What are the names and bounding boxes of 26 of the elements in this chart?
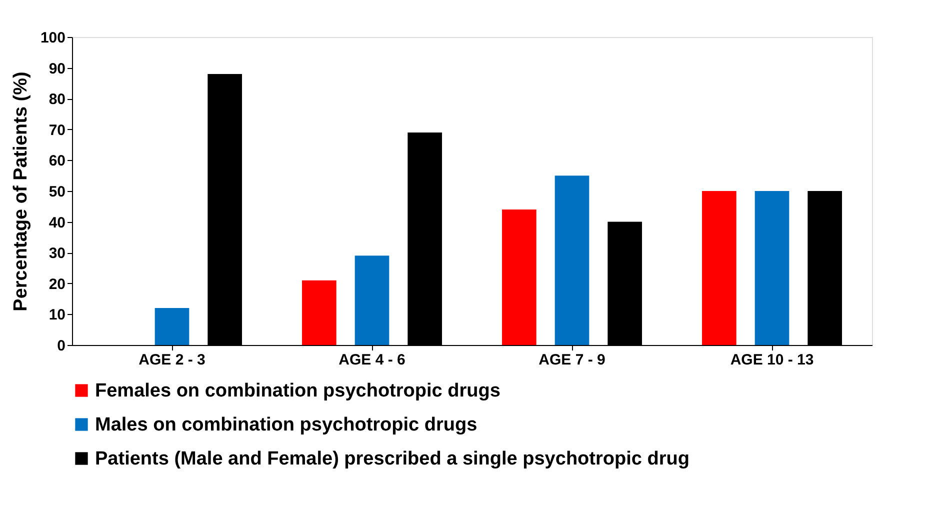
bar (554, 176, 590, 345)
bar (302, 280, 336, 345)
x-tick-label: AGE 4 - 6 (338, 352, 406, 368)
bar (502, 209, 536, 345)
x-tick-label: AGE 2 - 3 (138, 352, 206, 368)
bar (702, 191, 736, 345)
legend-label: Males on combination psychotropic drugs (95, 414, 478, 436)
y-tick-label: 50 (48, 184, 66, 200)
y-tick-label: 70 (48, 122, 66, 139)
y-tick-label: 60 (48, 152, 66, 170)
y-tick-label: 0 (57, 338, 66, 354)
legend-label: Females on combination psychotropic drugs (95, 380, 500, 402)
legend-label: Patients (Male and Female) prescribed a single psychotropic drug (95, 448, 690, 470)
bar (154, 308, 190, 345)
y-tick-label: 90 (48, 60, 66, 78)
y-tick-label: 30 (48, 245, 66, 262)
x-tick-label: AGE 10 - 13 (730, 352, 814, 368)
y-axis-title: Percentage of Patients (%) (10, 72, 32, 312)
y-tick-label: 20 (48, 276, 66, 293)
x-tick-label: AGE 7 - 9 (538, 352, 606, 368)
y-tick-label: 100 (40, 30, 66, 46)
bar (754, 191, 790, 345)
y-tick-label: 80 (48, 91, 66, 108)
y-tick-label: 40 (48, 214, 66, 232)
y-tick-label: 10 (48, 306, 66, 324)
bar (354, 256, 390, 345)
